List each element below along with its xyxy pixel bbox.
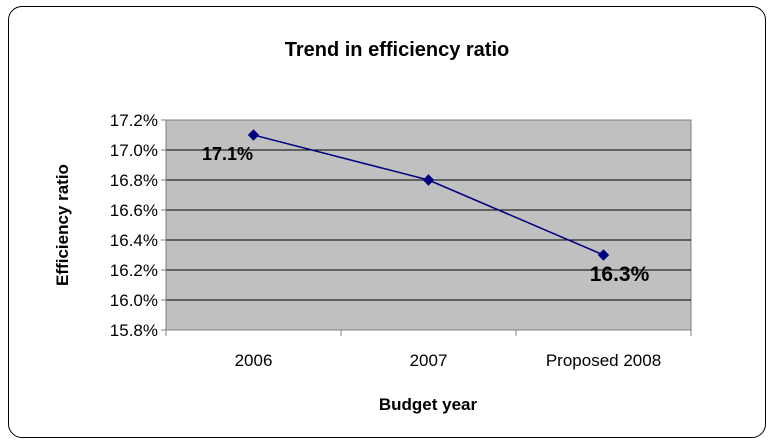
data-point-marker	[422, 174, 435, 186]
x-axis-title: Budget year	[379, 395, 478, 414]
chart-title: Trend in efficiency ratio	[285, 39, 510, 61]
y-tick-label: 16.2%	[110, 261, 158, 280]
plot-area	[165, 119, 692, 331]
series-line	[247, 129, 610, 261]
data-label: 16.3%	[590, 263, 650, 286]
y-tick-label: 16.4%	[110, 231, 158, 250]
data-point-marker	[247, 129, 260, 141]
y-tick-label: 16.0%	[110, 291, 158, 310]
y-axis: 15.8% 16.0% 16.2% 16.4% 16.6% 16.8% 17.0% 17.2%	[110, 111, 167, 340]
data-label: 17.1%	[202, 144, 253, 164]
x-tick-label: 2006	[235, 351, 273, 370]
y-tick-label: 16.6%	[110, 201, 158, 220]
y-tick-label: 17.2%	[110, 111, 158, 130]
y-tick-label: 15.8%	[110, 321, 158, 340]
data-point-marker	[597, 249, 610, 261]
x-axis: 2006 2007 Proposed 2008	[165, 329, 692, 370]
x-tick-label: 2007	[410, 351, 448, 370]
x-tick-label: Proposed 2008	[546, 351, 661, 370]
y-tick-label: 17.0%	[110, 141, 158, 160]
y-tick-label: 16.8%	[110, 171, 158, 190]
y-axis-title: Efficiency ratio	[53, 164, 72, 286]
data-labels: 17.1% 16.3%	[202, 144, 650, 286]
